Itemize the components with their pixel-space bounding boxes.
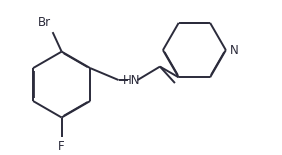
Text: F: F — [58, 140, 65, 153]
Text: HN: HN — [123, 74, 141, 87]
Text: Br: Br — [38, 16, 51, 29]
Text: N: N — [230, 44, 238, 57]
